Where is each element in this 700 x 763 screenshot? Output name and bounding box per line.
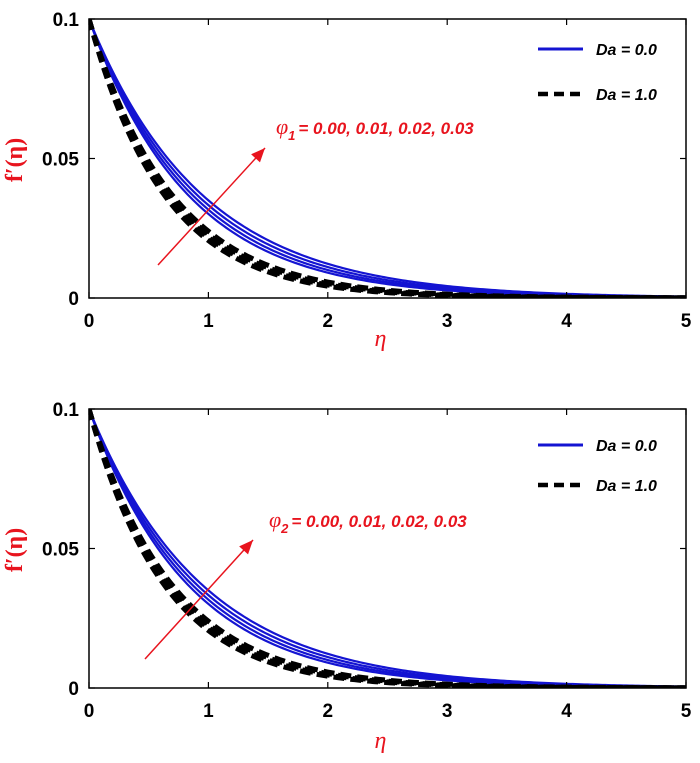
curve-da0-phi-0.03: [89, 409, 686, 688]
x-tick-label: 5: [681, 311, 692, 332]
y-tick-label: 0.05: [42, 540, 79, 561]
x-tick-label: 3: [442, 311, 453, 332]
legend: Da = 0.0 Da = 1.0: [538, 438, 657, 495]
x-axis-label: η: [375, 326, 387, 352]
legend-label-da0: Da = 0.0: [596, 438, 657, 455]
curve-da0-phi-0.03: [89, 19, 686, 298]
x-tick-label: 2: [323, 701, 334, 722]
x-tick-label: 5: [681, 701, 692, 722]
curve-da0-phi-0.02: [89, 19, 686, 298]
plot-frame: [88, 18, 687, 299]
legend-label-da1: Da = 1.0: [596, 87, 657, 104]
trend-arrow-head: [251, 148, 265, 163]
y-axis-label: f′(η): [2, 138, 28, 182]
curve-da0-phi-0.01: [89, 19, 686, 298]
legend: Da = 0.0 Da = 1.0: [538, 42, 657, 104]
x-tick-label: 0: [84, 701, 95, 722]
curve-da0-phi-0.00: [89, 19, 686, 298]
phi-annotation: φ2 = 0.00, 0.01, 0.02, 0.03: [269, 507, 467, 536]
x-tick-label: 0: [84, 311, 95, 332]
legend-label-da1: Da = 1.0: [596, 478, 657, 495]
curve-da1-phi-0.02: [89, 19, 686, 298]
y-tick-label: 0: [68, 289, 79, 310]
trend-arrow: [157, 147, 266, 266]
legend-label-da0: Da = 0.0: [596, 42, 657, 59]
x-axis-label: η: [375, 728, 387, 754]
curve-da1-phi-0.00: [89, 19, 686, 298]
chart-panel-bottom: 0 1 2 3 4 5 0 0.05 0.1 f′(η) η Da = 0.0 Da = 1.0 φ2 = …: [2, 400, 692, 754]
y-axis-label: f′(η): [2, 528, 28, 572]
x-tick-label: 4: [561, 701, 572, 722]
y-tick-label: 0: [68, 679, 79, 700]
curve-da1-phi-0.03: [89, 19, 686, 298]
curve-group: [89, 19, 686, 298]
x-tick-label: 1: [203, 311, 214, 332]
x-tick-label: 2: [323, 311, 334, 332]
trend-arrow-head: [239, 540, 253, 555]
phi-annotation: φ1 = 0.00, 0.01, 0.02, 0.03: [276, 114, 474, 143]
curve-da1-phi-0.01: [89, 19, 686, 298]
x-tick-label: 1: [203, 701, 214, 722]
x-tick-label: 4: [561, 311, 572, 332]
y-tick-label: 0.1: [53, 400, 80, 421]
chart-panel-top: 0 1 2 3 4 5 0 0.05 0.1 f′(η) η Da = 0.0 Da = 1.0 φ1 = …: [2, 10, 692, 352]
x-tick-label: 3: [442, 701, 453, 722]
y-tick-label: 0.1: [53, 10, 80, 31]
trend-arrow: [144, 539, 254, 660]
y-tick-label: 0.05: [42, 150, 79, 171]
